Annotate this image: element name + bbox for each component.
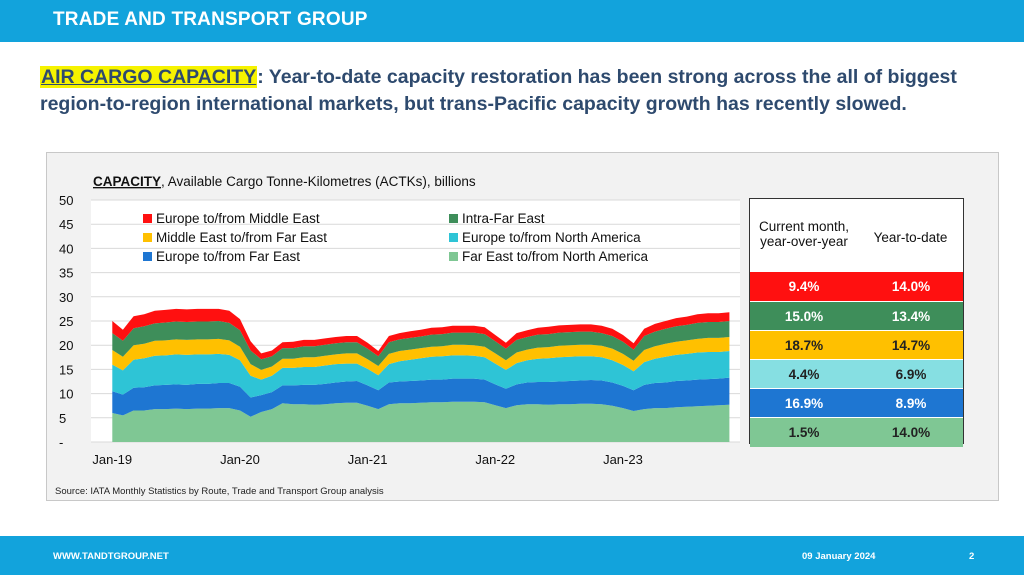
legend-swatch — [449, 214, 458, 223]
table-row: 1.5% 14.0% — [750, 417, 963, 447]
x-tick-label: Jan-19 — [92, 452, 132, 467]
table-header-current: Current month, year-over-year — [758, 219, 850, 249]
header-bar: TRADE AND TRANSPORT GROUP — [0, 0, 1024, 42]
table-cell-current: 9.4% — [788, 279, 820, 294]
chart-title-bold: CAPACITY — [93, 174, 161, 189]
legend-label: Europe to/from Far East — [156, 249, 300, 264]
table-cell-current: 18.7% — [784, 338, 824, 353]
footer-website: WWW.TANDTGROUP.NET — [53, 551, 169, 562]
legend-swatch — [143, 252, 152, 261]
area-series-3 — [112, 351, 730, 398]
y-tick-label: 5 — [59, 411, 66, 426]
y-tick-label: 25 — [59, 314, 73, 329]
area-series-1 — [112, 401, 730, 442]
y-tick-label: 15 — [59, 362, 73, 377]
table-cell-current: 15.0% — [784, 309, 824, 324]
y-tick-label: 35 — [59, 266, 73, 281]
legend-label: Far East to/from North America — [462, 249, 649, 264]
table-row: 9.4% 14.0% — [750, 272, 963, 301]
table-cell-current: 16.9% — [784, 396, 824, 411]
y-tick-label: 30 — [59, 290, 73, 305]
legend-swatch — [143, 233, 152, 242]
area-series-5 — [112, 321, 730, 370]
table-cell-current: 4.4% — [788, 367, 820, 382]
headline: AIR CARGO CAPACITY: Year-to-date capacit… — [40, 64, 1000, 118]
table-cell-current: 1.5% — [788, 425, 820, 440]
table-cell-ytd: 14.0% — [891, 425, 931, 440]
table-row: 18.7% 14.7% — [750, 330, 963, 360]
table-cell-ytd: 14.7% — [891, 338, 931, 353]
growth-table: Current month, year-over-year Year-to-da… — [749, 198, 964, 447]
table-row: 4.4% 6.9% — [750, 359, 963, 389]
table-header: Current month, year-over-year Year-to-da… — [750, 199, 963, 272]
footer-bar: WWW.TANDTGROUP.NET 09 January 2024 2 — [0, 536, 1024, 575]
legend-label: Europe to/from Middle East — [156, 211, 320, 226]
legend-label: Intra-Far East — [462, 211, 545, 226]
area-series-6 — [112, 308, 730, 360]
table-cell-ytd: 8.9% — [895, 396, 927, 411]
capacity-chart: CAPACITY, Available Cargo Tonne-Kilometr… — [55, 174, 740, 497]
y-tick-label: 20 — [59, 338, 73, 353]
legend-swatch — [143, 214, 152, 223]
area-series-2 — [112, 377, 730, 417]
header-title: TRADE AND TRANSPORT GROUP — [53, 9, 368, 30]
table-header-ytd: Year-to-date — [873, 230, 948, 245]
chart-title: CAPACITY, Available Cargo Tonne-Kilometr… — [93, 174, 476, 189]
y-tick-label: 10 — [59, 387, 73, 402]
table-cell-ytd: 14.0% — [891, 279, 931, 294]
table-row: 15.0% 13.4% — [750, 301, 963, 331]
table-cell-ytd: 13.4% — [891, 309, 931, 324]
footer-page-number: 2 — [969, 551, 975, 562]
y-tick-label: 45 — [59, 217, 73, 232]
source-note: Source: IATA Monthly Statistics by Route… — [55, 486, 384, 497]
y-tick-label: - — [59, 435, 63, 450]
x-tick-label: Jan-23 — [603, 452, 643, 467]
legend-label: Middle East to/from Far East — [156, 230, 327, 245]
legend-swatch — [449, 233, 458, 242]
x-tick-label: Jan-21 — [348, 452, 388, 467]
legend-swatch — [449, 252, 458, 261]
x-tick-label: Jan-20 — [220, 452, 260, 467]
footer-date: 09 January 2024 — [802, 551, 876, 562]
table-cell-ytd: 6.9% — [895, 367, 927, 382]
headline-highlight: AIR CARGO CAPACITY — [40, 66, 258, 88]
area-series-4 — [112, 337, 730, 380]
chart-title-rest: , Available Cargo Tonne-Kilometres (ACTK… — [161, 174, 476, 189]
headline-text: : Year-to-date capacity restoration has … — [40, 66, 957, 115]
legend-label: Europe to/from North America — [462, 230, 641, 245]
y-tick-label: 40 — [59, 241, 73, 256]
x-tick-label: Jan-22 — [475, 452, 515, 467]
y-tick-label: 50 — [59, 193, 73, 208]
table-row: 16.9% 8.9% — [750, 388, 963, 418]
